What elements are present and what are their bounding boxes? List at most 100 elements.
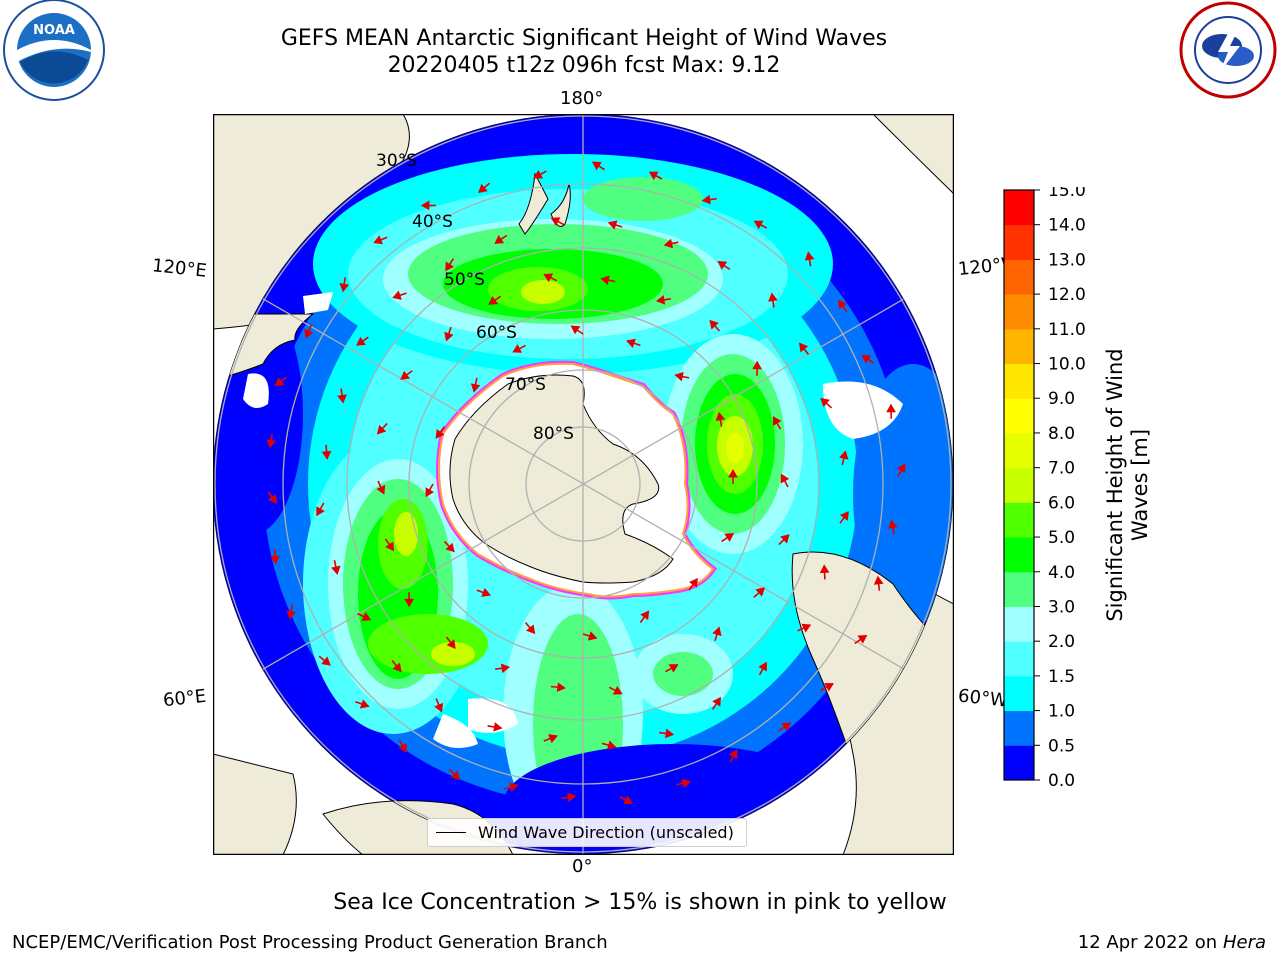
wind-wave-arrow-head: [717, 260, 728, 270]
lat-label-40s: 40°S: [412, 212, 453, 232]
colorbar-tick-label: 15.0: [1048, 187, 1086, 201]
footer-date: 12 Apr 2022 on Hera: [1077, 932, 1266, 953]
wind-wave-arrow-head: [567, 792, 577, 803]
wind-wave-arrow-head: [512, 344, 523, 353]
wind-wave-arrow-head: [626, 338, 636, 348]
wind-wave-arrow-head: [398, 743, 407, 753]
wind-wave-arrow-head: [780, 473, 790, 484]
wind-wave-arrow-head: [591, 161, 602, 171]
wind-wave-arrow-head: [712, 696, 721, 707]
antarctic-wave-height-map: [213, 114, 954, 855]
wind-wave-arrow-head: [861, 354, 872, 364]
wind-wave-arrow-head: [612, 685, 623, 695]
colorbar-tick-label: 11.0: [1048, 320, 1086, 340]
sea-ice-note: Sea Ice Concentration > 15% is shown in …: [333, 890, 947, 915]
wind-wave-arrow-head: [755, 587, 766, 597]
wind-wave-arrow-head: [664, 728, 675, 739]
wind-wave-arrow-head: [724, 533, 735, 542]
wind-wave-arrow-head: [533, 170, 544, 179]
colorbar-band: [1004, 502, 1034, 538]
wind-wave-arrow-head: [548, 734, 558, 744]
wind-wave-arrow-head: [663, 238, 674, 249]
wind-wave-arrow-head: [494, 234, 505, 244]
colorbar-band: [1004, 675, 1034, 712]
colorbar-tick-label: 6.0: [1048, 493, 1075, 513]
lat-label-30s: 30°S: [376, 151, 417, 171]
wind-wave-arrow-head: [266, 439, 276, 449]
wind-wave-arrow-head: [488, 296, 499, 305]
map-legend: Wind Wave Direction (unscaled): [427, 818, 747, 847]
wind-wave-arrow-head: [509, 782, 519, 792]
wind-wave-arrow-head: [668, 664, 679, 673]
sea-ice: [243, 292, 903, 748]
colorbar-band: [1004, 190, 1034, 226]
wind-wave-arrow-head: [715, 411, 726, 422]
wind-wave-arrow-head: [873, 575, 884, 585]
wind-wave-arrow-head: [304, 328, 314, 339]
wind-wave-arrow-head: [543, 273, 554, 283]
wind-wave-arrow-head: [674, 371, 684, 382]
wind-wave-arrow-head: [857, 635, 868, 644]
national-weather-service-logo: [1179, 1, 1277, 99]
colorbar-tick-label: 0.0: [1048, 771, 1075, 787]
colorbar-band: [1004, 294, 1034, 330]
lon-label-0: 0°: [572, 856, 593, 877]
wind-wave-arrow-head: [470, 383, 481, 393]
wind-wave-arrow-head: [896, 463, 906, 474]
wind-wave-arrow-head: [773, 416, 782, 426]
wind-wave-arrow-head: [376, 424, 387, 435]
wind-wave-arrow-head: [270, 555, 280, 565]
colorbar: 0.0 0.5 1.0 1.5 2.0 3.0 4.0 5.0 6.0 7.0 8.0 9.0 10.0…: [1003, 187, 1086, 787]
colorbar-tick-label: 14.0: [1048, 216, 1086, 236]
wind-wave-arrow-head: [570, 325, 581, 335]
wind-wave-arrow-head: [768, 292, 778, 302]
wind-wave-arrow-head: [445, 542, 455, 553]
colorbar-tick-label: 13.0: [1048, 250, 1086, 270]
colorbar-band: [1004, 606, 1034, 642]
wind-wave-arrow-head: [274, 377, 285, 387]
graticule: [213, 114, 953, 854]
wind-wave-arrow-head: [780, 534, 790, 544]
wind-wave-arrow-head: [888, 519, 898, 529]
colorbar-band: [1004, 710, 1034, 746]
wind-wave-arrow-head: [267, 494, 277, 504]
wind-wave-arrow-head: [819, 564, 830, 574]
wind-wave-arrow-head: [600, 275, 610, 285]
colorbar-tick-label: 7.0: [1048, 459, 1075, 479]
colorbar-band: [1004, 363, 1034, 399]
colorbar-tick-label: 5.0: [1048, 528, 1075, 548]
wind-wave-arrow-head: [728, 468, 738, 478]
colorbar-tick-label: 2.0: [1048, 632, 1075, 652]
colorbar-band: [1004, 537, 1034, 573]
colorbar-tick-label: 12.0: [1048, 285, 1086, 305]
lat-label-50s: 50°S: [444, 270, 485, 290]
lat-label-70s: 70°S: [505, 375, 546, 395]
colorbar-tick-label: 1.0: [1048, 702, 1075, 722]
lon-label-60e: 60°E: [162, 685, 208, 712]
wind-wave-arrow-head: [587, 631, 598, 641]
wind-wave-arrow-head: [550, 217, 561, 227]
colorbar-band: [1004, 467, 1034, 503]
colorbar-frame: [1003, 189, 1035, 781]
map-title-line1: GEFS MEAN Antarctic Significant Height o…: [280, 26, 888, 51]
credit-line: NCEP/EMC/Verification Post Processing Pr…: [12, 932, 608, 953]
wind-wave-arrow-head: [526, 624, 536, 635]
wind-wave-arrow-head: [709, 319, 719, 330]
wind-wave-arrow-head: [392, 290, 402, 300]
wind-wave-arrow-head: [356, 336, 366, 346]
wind-wave-arrow-head: [404, 598, 414, 608]
colorbar-tick-label: 1.5: [1048, 667, 1075, 687]
colorbar-band: [1004, 259, 1034, 295]
wind-wave-arrow-head: [500, 663, 510, 674]
colorbar-tick-label: 4.0: [1048, 563, 1075, 583]
wind-wave-arrow-head: [648, 171, 659, 181]
wind-wave-arrow-head: [753, 220, 764, 230]
wind-wave-arrow-head: [712, 626, 722, 637]
wind-wave-arrow-head: [444, 331, 454, 342]
wind-wave-arrow-head: [824, 683, 834, 692]
wind-wave-arrow-head: [321, 450, 332, 460]
wind-wave-arrow-head: [839, 450, 849, 460]
wind-wave-arrow-head: [400, 370, 410, 380]
wind-wave-arrow-head: [434, 702, 444, 713]
wind-wave-arrow-head: [359, 699, 370, 709]
